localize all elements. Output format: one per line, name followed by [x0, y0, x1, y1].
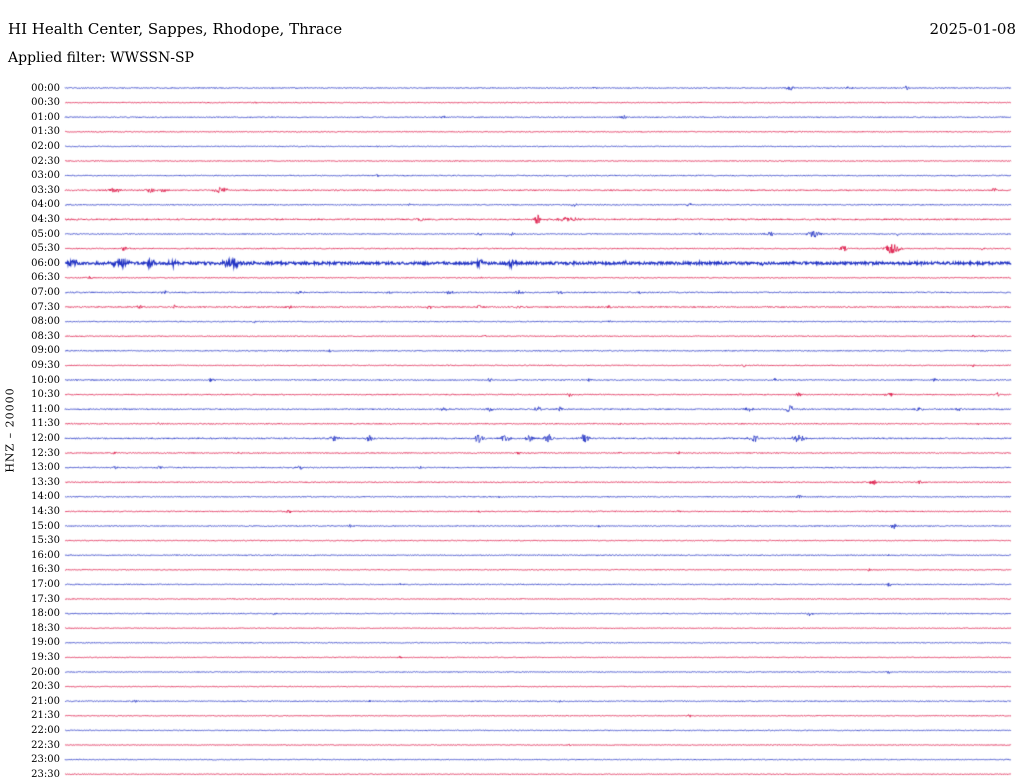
time-label: 18:30 [31, 622, 60, 634]
time-label: 20:00 [31, 666, 60, 678]
time-label: 16:00 [31, 549, 60, 561]
station-title: HI Health Center, Sappes, Rhodope, Thrac… [8, 20, 343, 38]
filter-label: Applied filter: WWSSN-SP [8, 50, 194, 66]
time-label: 17:30 [31, 593, 60, 605]
time-label: 08:30 [31, 330, 60, 342]
seismogram-traces [64, 78, 1012, 780]
time-label: 03:00 [31, 170, 60, 182]
time-label: 07:30 [31, 301, 60, 313]
time-label: 23:30 [31, 768, 60, 780]
time-label: 22:00 [31, 724, 60, 736]
time-label: 00:30 [31, 97, 60, 109]
time-label: 19:00 [31, 637, 60, 649]
time-label: 01:30 [31, 126, 60, 138]
time-label: 21:30 [31, 710, 60, 722]
time-label: 02:30 [31, 155, 60, 167]
time-label: 03:30 [31, 184, 60, 196]
time-label: 12:30 [31, 447, 60, 459]
time-label: 15:30 [31, 535, 60, 547]
time-label: 01:00 [31, 111, 60, 123]
date-label: 2025-01-08 [929, 20, 1016, 38]
channel-axis-label: HNZ – 20000 [3, 387, 17, 473]
time-label: 02:00 [31, 140, 60, 152]
time-label: 04:00 [31, 199, 60, 211]
time-label: 11:30 [31, 418, 60, 430]
time-label: 10:30 [31, 389, 60, 401]
time-label: 13:30 [31, 476, 60, 488]
time-label: 09:30 [31, 359, 60, 371]
time-label: 18:00 [31, 608, 60, 620]
time-label: 22:30 [31, 739, 60, 751]
time-label: 07:00 [31, 286, 60, 298]
time-label: 16:30 [31, 564, 60, 576]
time-label: 06:30 [31, 272, 60, 284]
time-label: 19:30 [31, 651, 60, 663]
time-label: 23:00 [31, 754, 60, 766]
time-label: 14:30 [31, 505, 60, 517]
time-label: 11:00 [31, 403, 60, 415]
time-label: 17:00 [31, 578, 60, 590]
time-label: 09:00 [31, 345, 60, 357]
time-label: 13:00 [31, 462, 60, 474]
time-label: 10:00 [31, 374, 60, 386]
time-label: 06:00 [31, 257, 60, 269]
time-label: 14:00 [31, 491, 60, 503]
time-label: 05:00 [31, 228, 60, 240]
time-label: 08:00 [31, 316, 60, 328]
time-label: 00:00 [31, 82, 60, 94]
time-label: 05:30 [31, 243, 60, 255]
time-label: 12:00 [31, 432, 60, 444]
time-label: 15:00 [31, 520, 60, 532]
time-label: 20:30 [31, 681, 60, 693]
time-label: 21:00 [31, 695, 60, 707]
time-label: 04:30 [31, 213, 60, 225]
